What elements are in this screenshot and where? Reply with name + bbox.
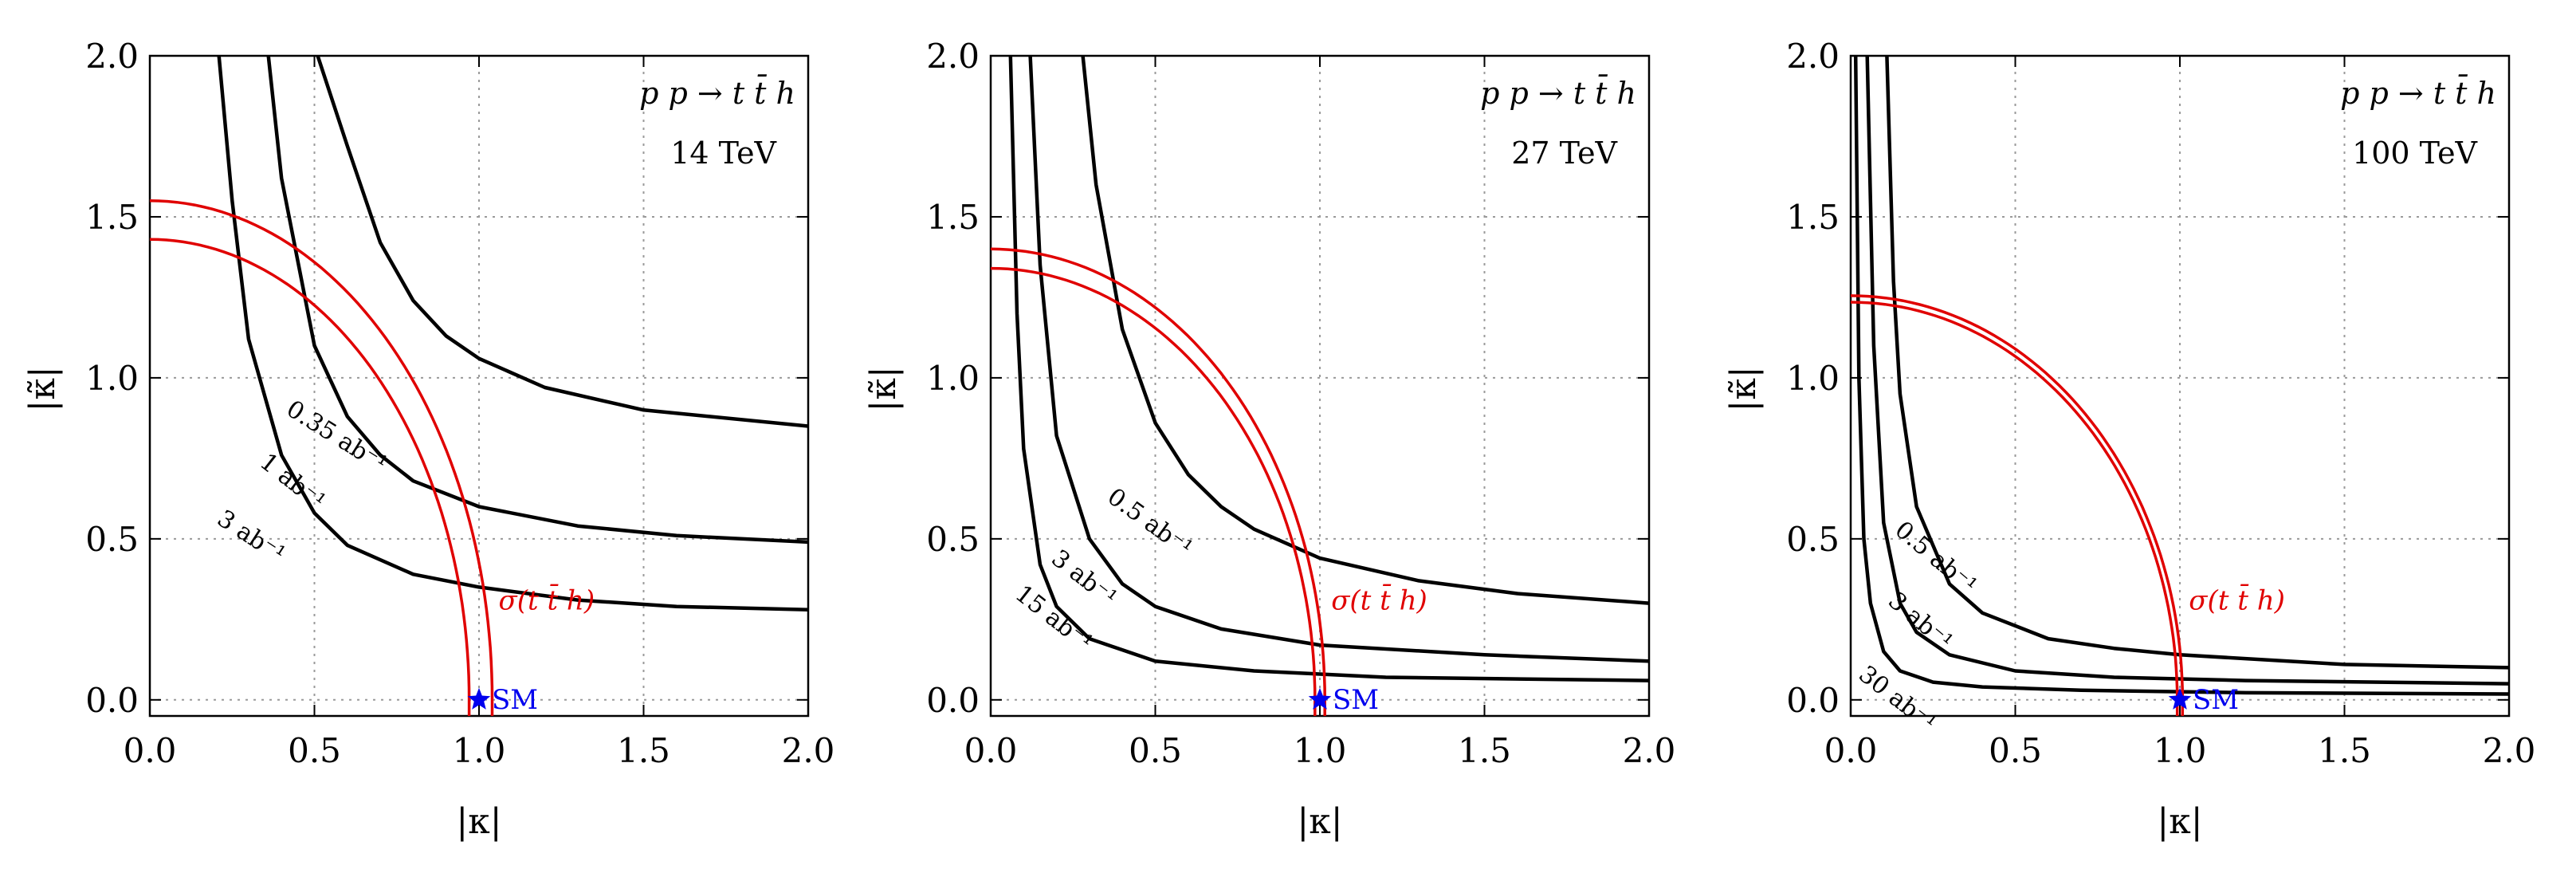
- y-axis-title: |κ̃|: [863, 366, 904, 411]
- chart-panel-3: 0.0 0.5 1.0 1.5 2.0 0.0 0.5 1.0 1.5 2.0 |κ| |κ̃| p p…: [1723, 37, 2535, 842]
- y-tick-label: 1.0: [1786, 359, 1840, 398]
- sigma-band-outer: [991, 247, 1326, 716]
- sm-label: SM: [2193, 684, 2239, 716]
- x-axis-title: |κ|: [2157, 801, 2202, 842]
- curve-label-3: 3 ab⁻¹: [212, 505, 290, 568]
- energy-label: 27 TeV: [1511, 136, 1617, 171]
- process-label: p p → t t̄ h: [1480, 75, 1636, 111]
- x-tick-label: 2.0: [2483, 731, 2536, 770]
- curve-label-1: 0.35 ab⁻¹: [281, 395, 391, 478]
- energy-label: 100 TeV: [2352, 136, 2477, 171]
- y-tick-label: 0.5: [1786, 520, 1840, 559]
- x-tick-label: 0.0: [964, 731, 1018, 770]
- x-tick-label: 1.5: [2318, 731, 2371, 770]
- y-tick-label: 1.5: [1786, 198, 1840, 237]
- x-tick-label: 2.0: [782, 731, 835, 770]
- sigma-label: σ(t t̄ h): [1331, 583, 1427, 616]
- sigma-band-outer: [1851, 294, 2185, 716]
- luminosity-curve-3: [1008, 56, 1649, 682]
- y-tick-label: 0.5: [926, 520, 980, 559]
- curve-label-1: 0.5 ab⁻¹: [1890, 516, 1982, 600]
- luminosity-curve-1: [316, 56, 808, 428]
- x-tick-label: 1.0: [1294, 731, 1347, 770]
- plot-area: [150, 56, 808, 716]
- x-tick-label: 2.0: [1623, 731, 1676, 770]
- sigma-band-inner: [1851, 301, 2179, 716]
- x-tick-label: 0.0: [1824, 731, 1878, 770]
- luminosity-curve-2: [1028, 56, 1649, 663]
- y-tick-label: 1.0: [85, 359, 139, 398]
- sm-star-icon: [2168, 687, 2192, 710]
- chart-panel-2: 0.0 0.5 1.0 1.5 2.0 0.0 0.5 1.0 1.5 2.0 |κ| |κ̃| p p…: [863, 37, 1675, 842]
- luminosity-curve-3: [217, 56, 808, 612]
- luminosity-curve-2: [1865, 56, 2509, 686]
- sm-star-icon: [467, 687, 491, 710]
- process-label: p p → t t̄ h: [2340, 75, 2496, 111]
- y-tick-label: 1.5: [85, 198, 139, 237]
- y-tick-label: 2.0: [926, 37, 980, 76]
- x-axis-title: |κ|: [456, 801, 501, 842]
- x-tick-label: 1.5: [1458, 731, 1511, 770]
- x-tick-label: 1.0: [453, 731, 506, 770]
- x-tick-label: 0.5: [1129, 731, 1182, 770]
- y-tick-label: 0.0: [1786, 681, 1840, 720]
- x-tick-label: 1.5: [617, 731, 670, 770]
- sm-label: SM: [492, 684, 538, 716]
- sm-star-icon: [1308, 687, 1332, 710]
- y-tick-label: 1.0: [926, 359, 980, 398]
- y-tick-label: 0.0: [926, 681, 980, 720]
- y-tick-label: 2.0: [1786, 37, 1840, 76]
- sigma-band-outer: [150, 199, 494, 716]
- y-axis-title: |κ̃|: [22, 366, 63, 411]
- y-tick-label: 0.5: [85, 520, 139, 559]
- curve-label-3: 30 ab⁻¹: [1853, 660, 1941, 737]
- curve-label-1: 0.5 ab⁻¹: [1102, 483, 1197, 563]
- sigma-band-inner: [150, 238, 471, 716]
- x-tick-label: 0.5: [288, 731, 341, 770]
- sigma-label: σ(t t̄ h): [499, 583, 595, 616]
- y-tick-label: 1.5: [926, 198, 980, 237]
- x-tick-label: 1.0: [2154, 731, 2207, 770]
- luminosity-curve-1: [1885, 56, 2509, 670]
- y-tick-label: 2.0: [85, 37, 139, 76]
- plot-area: [1851, 56, 2509, 716]
- x-tick-label: 0.0: [124, 731, 177, 770]
- curve-label-2: 3 ab⁻¹: [1883, 587, 1958, 656]
- chart-panel-1: 0.0 0.5 1.0 1.5 2.0 0.0 0.5 1.0 1.5 2.0 |κ| |κ̃| p p…: [22, 37, 834, 842]
- curve-label-2: 1 ab⁻¹: [254, 448, 330, 516]
- sigma-band-inner: [991, 266, 1317, 716]
- sigma-label: σ(t t̄ h): [2189, 583, 2285, 616]
- luminosity-curve-3: [1853, 56, 2509, 696]
- y-tick-label: 0.0: [85, 681, 139, 720]
- x-tick-label: 0.5: [1989, 731, 2042, 770]
- energy-label: 14 TeV: [670, 136, 776, 171]
- x-axis-title: |κ|: [1297, 801, 1342, 842]
- y-axis-title: |κ̃|: [1723, 366, 1764, 411]
- plot-area: [991, 56, 1649, 716]
- process-label: p p → t t̄ h: [639, 75, 795, 111]
- sm-label: SM: [1333, 684, 1379, 716]
- luminosity-curve-2: [266, 56, 808, 545]
- curve-label-2: 3 ab⁻¹: [1046, 545, 1121, 612]
